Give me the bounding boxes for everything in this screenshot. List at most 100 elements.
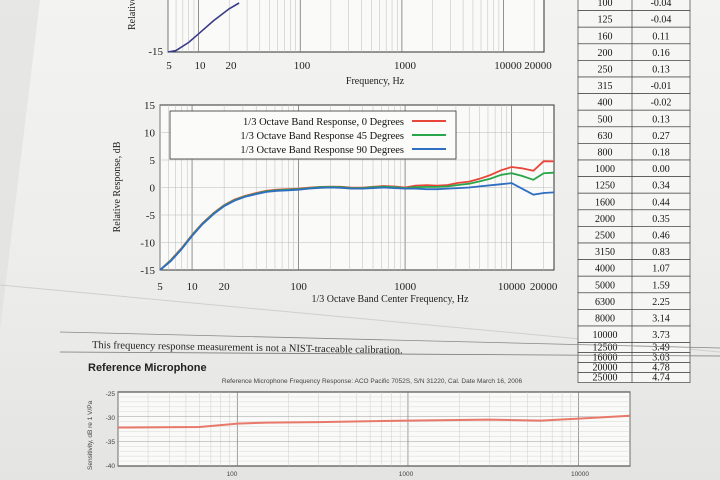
table-cell-response: 0.18 xyxy=(652,148,670,159)
table-cell-response: -0.01 xyxy=(651,81,672,92)
table-cell-response: 0.44 xyxy=(652,197,670,208)
main-chart-ylabel: Relative Response, dB xyxy=(112,141,123,232)
bottom-chart-ylabel: Sensitivity, dB re 1 V/Pa xyxy=(87,400,94,470)
legend-label-45deg: 1/3 Octave Band Response 45 Degrees xyxy=(240,131,404,142)
reference-heading: Reference Microphone xyxy=(88,362,207,374)
table-cell-frequency: 25000 xyxy=(593,373,618,384)
table-cell-response: 0.83 xyxy=(652,247,670,258)
table-cell-frequency: 1600 xyxy=(595,197,615,208)
bottom-xtick-1000: 1000 xyxy=(399,471,414,478)
table-cell-response: -0.04 xyxy=(651,15,672,26)
top-chart-ylabel: Relative xyxy=(127,0,138,30)
main-chart-xtick: 5 xyxy=(157,281,163,293)
main-chart-xtick: 20000 xyxy=(530,281,558,293)
table-cell-response: 3.03 xyxy=(652,353,670,364)
table-cell-response: 0.34 xyxy=(652,181,670,192)
main-chart-ytick: -15 xyxy=(140,265,155,277)
legend-label-0deg: 1/3 Octave Band Response, 0 Degrees xyxy=(243,117,404,128)
table-cell-frequency: 8000 xyxy=(595,314,615,325)
legend-label-90deg: 1/3 Octave Band Response 90 Degrees xyxy=(240,145,404,156)
top-chart-xtick-100: 100 xyxy=(294,60,311,72)
table-cell-response: 0.13 xyxy=(652,114,670,125)
table-cell-response: 2.25 xyxy=(652,297,670,308)
main-chart-xtick: 100 xyxy=(290,281,307,293)
table-cell-response: 0.46 xyxy=(652,231,670,242)
table-cell-response: 4.78 xyxy=(652,363,670,374)
table-cell-frequency: 3150 xyxy=(595,247,615,258)
series-line-90deg xyxy=(159,182,555,271)
table-cell-frequency: 4000 xyxy=(595,264,615,275)
main-chart-ytick: -10 xyxy=(140,238,155,250)
main-chart-ytick: 15 xyxy=(144,100,156,112)
table-row xyxy=(577,372,691,383)
main-chart-xticks: 5 10 20 100 1000 10000 20000 xyxy=(157,281,558,293)
table-cell-frequency: 100 xyxy=(598,0,613,9)
table-cell-frequency: 2000 xyxy=(595,214,615,225)
main-chart-yticks: 15 10 5 0 -5 -10 -15 xyxy=(140,100,155,277)
top-chart-ytick: -15 xyxy=(148,46,163,58)
top-chart-grid xyxy=(167,0,535,52)
table-cell-frequency: 1000 xyxy=(595,164,615,175)
top-chart-series-line xyxy=(167,2,240,53)
table-cell-response: 0.16 xyxy=(652,48,670,59)
table-cell-frequency: 125 xyxy=(598,15,613,26)
top-chart-xtick-20: 20 xyxy=(226,60,238,72)
table-cell-frequency: 2500 xyxy=(595,231,615,242)
bottom-chart-plot-frame xyxy=(117,391,631,467)
table-cell-response: 3.49 xyxy=(652,343,670,354)
table-cell-response: 0.27 xyxy=(652,131,670,142)
table-cell-frequency: 200 xyxy=(598,48,613,59)
main-chart-ytick: 10 xyxy=(144,128,156,140)
bottom-chart-grid xyxy=(117,392,631,466)
main-chart-xtick: 1000 xyxy=(394,281,417,293)
table-cell-frequency: 400 xyxy=(598,98,613,109)
main-chart-ytick: 0 xyxy=(150,183,156,195)
main-chart-xlabel: 1/3 Octave Band Center Frequency, Hz xyxy=(311,294,469,305)
table-cell-response: 1.59 xyxy=(652,280,670,291)
bottom-ytick-35: -35 xyxy=(106,439,116,446)
table-cell-frequency: 315 xyxy=(598,81,613,92)
response-table-grid: 100 -0.04 125 -0.04 160 0.11 200 0.16 250 0.13 315… xyxy=(577,0,691,384)
main-chart-legend: 1/3 Octave Band Response, 0 Degrees 1/3 … xyxy=(169,110,457,160)
table-cell-frequency: 10000 xyxy=(593,330,618,341)
bottom-chart-series-line xyxy=(117,414,631,429)
table-cell-frequency: 1250 xyxy=(595,181,615,192)
table-cell-frequency: 160 xyxy=(598,31,613,42)
table-cell-frequency: 6300 xyxy=(595,297,615,308)
table-cell-response: -0.02 xyxy=(651,98,672,109)
table-cell-response: -0.04 xyxy=(651,0,672,9)
main-chart-xtick: 20 xyxy=(219,281,231,293)
top-chart-xtick-10: 10 xyxy=(195,60,207,72)
table-cell-response: 0.13 xyxy=(652,65,670,76)
table-cell-frequency: 5000 xyxy=(595,280,615,291)
table-cell-frequency: 250 xyxy=(598,65,613,76)
table-cell-response: 0.35 xyxy=(652,214,670,225)
main-chart-ytick: -5 xyxy=(146,210,156,222)
bottom-chart-title: Reference Microphone Frequency Response:… xyxy=(222,378,523,385)
top-chart-xtick-10000: 10000 xyxy=(494,60,522,72)
table-cell-frequency: 500 xyxy=(598,114,613,125)
table-cell-frequency: 20000 xyxy=(593,363,618,374)
main-chart-series xyxy=(159,160,555,271)
table-cell-response: 0.00 xyxy=(652,164,670,175)
top-chart-xtick-20000: 20000 xyxy=(524,60,552,72)
table-cell-response: 3.73 xyxy=(652,330,670,341)
bottom-ytick-25: -25 xyxy=(106,391,116,398)
bottom-ytick-40: -40 xyxy=(106,463,116,470)
table-cell-response: 0.11 xyxy=(652,31,669,42)
table-cell-frequency: 630 xyxy=(598,131,613,142)
top-chart-xtick-1000: 1000 xyxy=(394,60,417,72)
top-chart-xtick-5: 5 xyxy=(166,60,172,72)
table-cell-response: 4.74 xyxy=(652,373,670,384)
table-cell-response: 1.07 xyxy=(652,264,670,275)
table-cell-frequency: 800 xyxy=(598,148,613,159)
table-cell-response: 3.14 xyxy=(652,314,670,325)
bottom-ytick-30: -30 xyxy=(106,415,116,422)
table-cell-frequency: 12500 xyxy=(593,343,618,354)
table-cell-frequency: 16000 xyxy=(593,353,618,364)
main-chart-xtick: 10000 xyxy=(498,281,526,293)
